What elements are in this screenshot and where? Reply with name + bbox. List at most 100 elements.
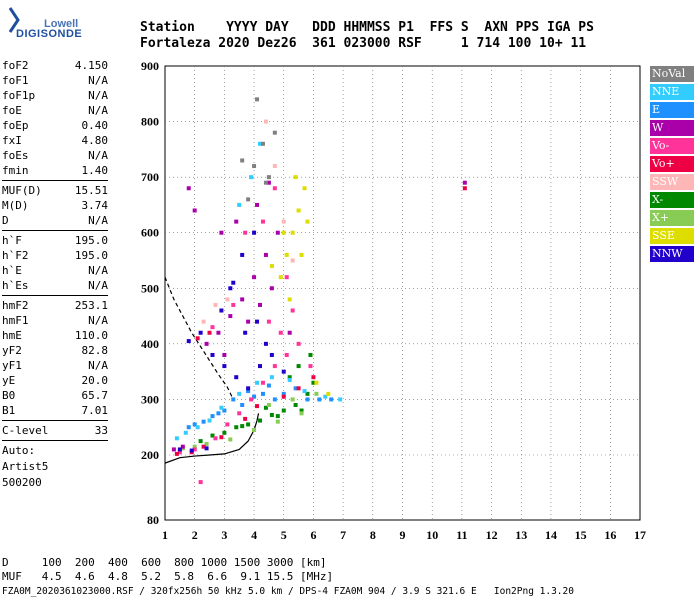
data-point — [186, 186, 191, 191]
param-value: N/A — [88, 279, 108, 292]
data-point — [243, 230, 248, 235]
data-point — [228, 286, 233, 291]
param-row: h`F 195.0 — [2, 233, 108, 248]
data-point — [296, 364, 301, 369]
data-point — [308, 352, 313, 357]
data-point — [323, 394, 328, 399]
data-point — [174, 436, 179, 441]
data-point — [246, 422, 251, 427]
data-point — [258, 364, 262, 369]
data-point — [192, 422, 197, 427]
y-tick-label: 700 — [141, 170, 159, 184]
param-label: B0 — [2, 389, 16, 402]
data-point — [290, 230, 295, 235]
data-point — [255, 202, 260, 207]
param-label: foF1p — [2, 89, 36, 102]
data-point — [186, 339, 191, 344]
data-point — [269, 412, 274, 417]
param-row: M(D) 3.74 — [2, 198, 108, 213]
data-point — [213, 302, 218, 307]
param-row: foF2 4.150 — [2, 58, 108, 73]
x-tick-label: 5 — [281, 528, 287, 542]
param-row: foEs N/A — [2, 148, 108, 163]
data-point — [263, 252, 268, 257]
data-point — [284, 275, 289, 280]
data-point — [246, 386, 251, 391]
x-tick-label: 10 — [426, 528, 438, 542]
param-value: 4.150 — [74, 59, 108, 72]
data-point — [210, 352, 215, 357]
data-point — [252, 230, 257, 235]
data-point — [222, 408, 227, 413]
x-tick-label: 6 — [310, 528, 316, 542]
data-point — [281, 408, 286, 413]
data-point — [243, 416, 248, 421]
data-point — [237, 391, 242, 396]
data-point — [266, 319, 271, 324]
data-point — [299, 252, 304, 257]
polarization-legend: NoVal NNE E W Vo- Vo+ SSW X- X+ SSE NNW — [650, 66, 694, 264]
data-point — [272, 130, 277, 135]
data-point — [290, 397, 295, 402]
legend-item: NoVal — [650, 66, 694, 82]
param-row: foEp 0.40 — [2, 118, 108, 133]
data-point — [204, 341, 209, 346]
legend-item: X- — [650, 192, 694, 208]
data-point — [314, 391, 319, 396]
header-labels: Station YYYY DAY DDD HHMMSS P1 FFS S AXN… — [140, 20, 594, 35]
data-point — [207, 330, 212, 335]
param-label: yF2 — [2, 344, 22, 357]
param-value: 0.40 — [81, 119, 109, 132]
param-value: N/A — [88, 314, 108, 327]
param-row: h`E N/A — [2, 263, 108, 278]
param-label: h`F — [2, 234, 22, 247]
param-row: h`F2 195.0 — [2, 248, 108, 263]
param-label: foEs — [2, 149, 29, 162]
data-point — [258, 302, 262, 307]
data-point — [290, 308, 295, 313]
param-group-frequencies: foF2 4.150 foF1 N/A foF1p N/A foE N/A foEp 0.40 fx… — [2, 58, 108, 178]
data-point — [198, 480, 203, 485]
data-point — [296, 386, 301, 391]
data-point — [338, 397, 343, 402]
legend-item: Vo- — [650, 138, 694, 154]
profile-curve — [164, 413, 260, 464]
data-point — [222, 430, 227, 435]
param-label: M(D) — [2, 199, 29, 212]
data-point — [281, 219, 286, 224]
data-point — [219, 435, 224, 440]
station-header: Station YYYY DAY DDD HHMMSS P1 FFS S AXN… — [140, 20, 594, 52]
data-point — [243, 330, 248, 335]
param-label: foF2 — [2, 59, 29, 72]
data-point — [192, 444, 197, 449]
data-point — [252, 427, 257, 432]
param-row: yF1 N/A — [2, 358, 108, 373]
data-point — [204, 446, 209, 451]
data-point — [255, 97, 260, 102]
x-tick-label: 17 — [634, 528, 646, 542]
x-tick-label: 8 — [370, 528, 376, 542]
param-value: 110.0 — [74, 329, 108, 342]
data-point — [240, 297, 245, 302]
y-tick-label: 800 — [141, 115, 159, 129]
data-point — [201, 419, 206, 424]
data-point — [213, 436, 218, 441]
data-point — [219, 230, 224, 235]
auto-scaling-info: Auto: Artist5 500200 — [2, 443, 108, 491]
x-tick-label: 7 — [340, 528, 346, 542]
data-point — [269, 264, 274, 269]
data-point — [198, 330, 203, 335]
param-value: 253.1 — [74, 299, 108, 312]
data-point — [269, 352, 274, 357]
param-row: B0 65.7 — [2, 388, 108, 403]
legend-item: E — [650, 102, 694, 118]
data-point — [252, 275, 257, 280]
data-point — [266, 175, 271, 180]
data-point — [246, 197, 251, 202]
param-group-muf: MUF(D) 15.51 M(D) 3.74 D N/A — [2, 183, 108, 228]
data-point — [272, 186, 277, 191]
param-group-virtual-heights: h`F 195.0 h`F2 195.0 h`E N/A h`Es N/A — [2, 233, 108, 293]
data-point — [287, 330, 292, 335]
legend-item: X+ — [650, 210, 694, 226]
param-row: foF1p N/A — [2, 88, 108, 103]
